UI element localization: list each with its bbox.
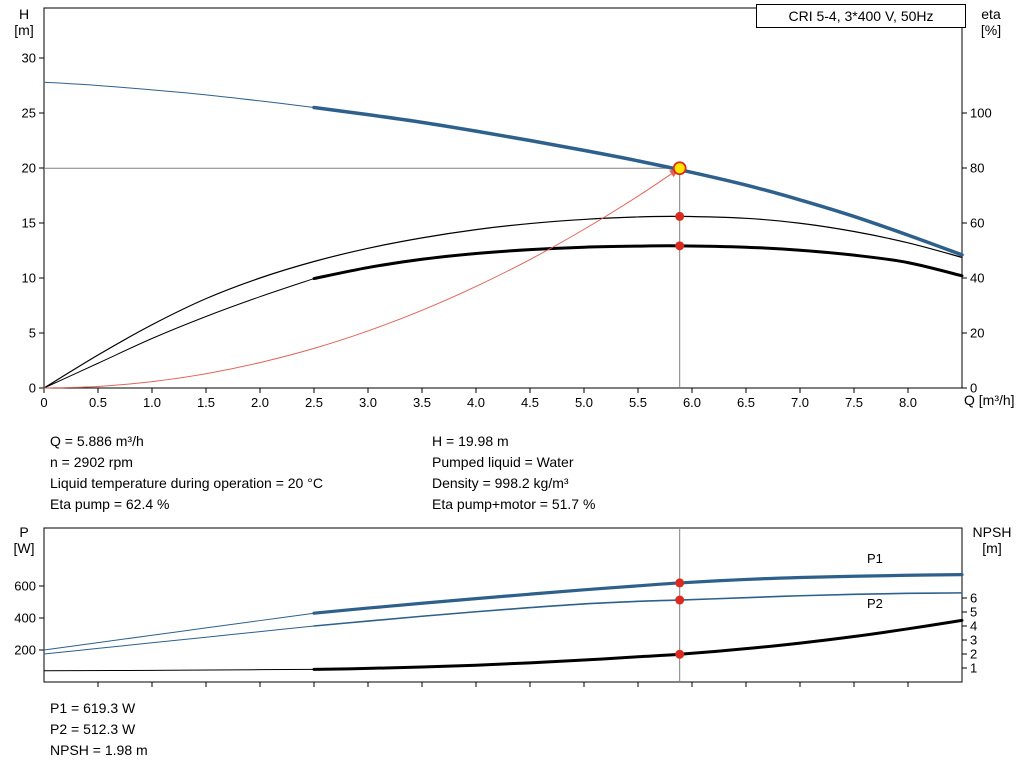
series-label-p1: P1 bbox=[867, 551, 883, 566]
left-axis-tick-label: 20 bbox=[22, 161, 36, 176]
left-axis-tick-label: 0 bbox=[29, 381, 36, 396]
right-axis-tick-label: 60 bbox=[970, 216, 984, 231]
x-tick-label: 5.5 bbox=[629, 395, 647, 410]
x-tick-label: 4.0 bbox=[467, 395, 485, 410]
x-tick-label: 1.0 bbox=[143, 395, 161, 410]
duty-results-right: H = 19.98 m Pumped liquid = Water Densit… bbox=[432, 431, 595, 515]
npsh-curve-curve bbox=[312, 618, 964, 671]
flow-axis-label: Q [m³/h] bbox=[964, 392, 1015, 408]
result-line-p2: P2 = 512.3 W bbox=[50, 721, 136, 737]
duty-point[interactable] bbox=[672, 161, 687, 176]
right-axis-tick-label: 2 bbox=[970, 647, 977, 662]
x-tick-label: 0 bbox=[40, 395, 47, 410]
head-axis-label: H [m] bbox=[4, 6, 44, 38]
power-axis-unit: [W] bbox=[13, 540, 35, 556]
left-axis-tick-label: 400 bbox=[14, 611, 36, 626]
x-tick-label: 3.5 bbox=[413, 395, 431, 410]
eta-pump-motor-extension-curve bbox=[43, 278, 315, 389]
x-tick-label: 2.0 bbox=[251, 395, 269, 410]
x-tick-label: 7.5 bbox=[845, 395, 863, 410]
eta-axis-unit: [%] bbox=[980, 22, 1002, 38]
result-line-p1: P1 = 619.3 W bbox=[50, 700, 136, 716]
left-axis-tick-label: 30 bbox=[22, 51, 36, 66]
npsh-axis-unit: [m] bbox=[982, 540, 1002, 556]
pump-title-box: CRI 5-4, 3*400 V, 50Hz bbox=[756, 4, 966, 28]
result-line-head: H = 19.98 m bbox=[432, 433, 509, 449]
result-line-eta-pump-motor: Eta pump+motor = 51.7 % bbox=[432, 496, 596, 512]
result-line-temperature: Liquid temperature during operation = 20… bbox=[50, 475, 323, 491]
right-axis-tick-label: 3 bbox=[970, 633, 977, 648]
x-tick-label: 6.0 bbox=[683, 395, 701, 410]
eta-axis-label: eta [%] bbox=[966, 6, 1016, 38]
npsh-axis-label: NPSH [m] bbox=[962, 524, 1022, 556]
eta-pump-motor-curve bbox=[312, 244, 964, 281]
result-line-density: Density = 998.2 kg/m³ bbox=[432, 475, 569, 491]
right-axis-tick-label: 100 bbox=[970, 106, 992, 121]
x-tick-label: 8.0 bbox=[899, 395, 917, 410]
qh-curve-curve bbox=[312, 105, 964, 257]
result-line-npsh: NPSH = 1.98 m bbox=[50, 742, 148, 758]
qh-extension-curve bbox=[43, 81, 315, 108]
left-axis-tick-label: 600 bbox=[14, 579, 36, 594]
system-curve-curve bbox=[43, 167, 681, 389]
x-tick-label: 5.0 bbox=[575, 395, 593, 410]
right-axis-tick-label: 0 bbox=[970, 381, 977, 396]
right-axis-tick-label: 4 bbox=[970, 619, 977, 634]
p1-point bbox=[675, 578, 685, 588]
x-tick-label: 6.5 bbox=[737, 395, 755, 410]
x-tick-label: 3.0 bbox=[359, 395, 377, 410]
result-line-liquid: Pumped liquid = Water bbox=[432, 454, 574, 470]
p2-extension-curve bbox=[43, 625, 315, 655]
result-line-speed: n = 2902 rpm bbox=[50, 454, 133, 470]
power-axis-symbol: P bbox=[19, 524, 29, 540]
left-axis-tick-label: 10 bbox=[22, 271, 36, 286]
left-axis-tick-label: 25 bbox=[22, 106, 36, 121]
x-tick-label: 7.0 bbox=[791, 395, 809, 410]
power-results: P1 = 619.3 W P2 = 512.3 W NPSH = 1.98 m bbox=[50, 698, 148, 761]
right-axis-tick-label: 6 bbox=[970, 591, 977, 606]
x-tick-label: 0.5 bbox=[89, 395, 107, 410]
x-tick-label: 4.5 bbox=[521, 395, 539, 410]
series-label-p2: P2 bbox=[867, 596, 883, 611]
power-axis-label: P [W] bbox=[4, 524, 44, 556]
qh-eta-chart-frame bbox=[43, 7, 963, 389]
result-line-q: Q = 5.886 m³/h bbox=[50, 433, 144, 449]
p2-point bbox=[675, 595, 685, 605]
result-line-eta-pump: Eta pump = 62.4 % bbox=[50, 496, 170, 512]
eta-axis-symbol: eta bbox=[981, 6, 1001, 22]
left-axis-tick-label: 5 bbox=[29, 326, 36, 341]
p1-curve-curve bbox=[312, 573, 964, 615]
head-axis-symbol: H bbox=[18, 6, 30, 22]
left-axis-tick-label: 200 bbox=[14, 643, 36, 658]
npsh-extension-curve bbox=[43, 668, 315, 672]
head-axis-unit: [m] bbox=[14, 22, 34, 38]
right-axis-tick-label: 40 bbox=[970, 271, 984, 286]
p2-curve-curve bbox=[313, 592, 963, 627]
duty-results-left: Q = 5.886 m³/h n = 2902 rpm Liquid tempe… bbox=[50, 431, 323, 515]
p1-extension-curve bbox=[43, 612, 315, 651]
npsh-point bbox=[675, 649, 685, 659]
left-axis-tick-label: 15 bbox=[22, 216, 36, 231]
right-axis-tick-label: 80 bbox=[970, 161, 984, 176]
x-tick-label: 2.5 bbox=[305, 395, 323, 410]
right-axis-tick-label: 1 bbox=[970, 661, 977, 676]
right-axis-tick-label: 20 bbox=[970, 326, 984, 341]
right-axis-tick-label: 5 bbox=[970, 605, 977, 620]
eta-pump-motor-point bbox=[675, 241, 685, 251]
power-npsh-chart-frame bbox=[43, 527, 963, 683]
npsh-axis-symbol: NPSH bbox=[972, 524, 1012, 540]
x-tick-label: 1.5 bbox=[197, 395, 215, 410]
eta-pump-curve bbox=[43, 215, 963, 389]
eta-pump-point bbox=[675, 211, 685, 221]
